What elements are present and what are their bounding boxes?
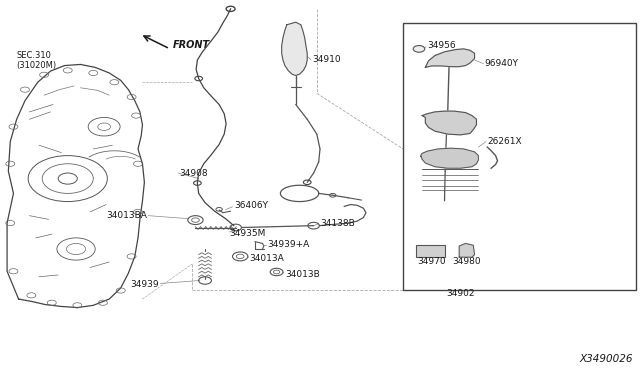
Bar	[416, 245, 445, 257]
Text: 34956: 34956	[428, 41, 456, 51]
Bar	[403, 23, 636, 290]
Text: 34013A: 34013A	[250, 254, 285, 263]
Text: 34138B: 34138B	[320, 219, 355, 228]
Text: 34902: 34902	[446, 289, 475, 298]
Text: 34910: 34910	[312, 55, 341, 64]
Text: X3490026: X3490026	[579, 354, 633, 364]
Polygon shape	[422, 111, 476, 135]
Polygon shape	[421, 148, 478, 168]
Text: FRONT: FRONT	[173, 40, 211, 50]
Circle shape	[413, 45, 425, 52]
Text: 34013B: 34013B	[285, 270, 319, 279]
Text: 34939+A: 34939+A	[268, 240, 310, 249]
Text: 34013BA: 34013BA	[107, 211, 148, 220]
Text: 96940Y: 96940Y	[484, 59, 519, 68]
Text: 34970: 34970	[417, 257, 446, 266]
Text: 34935M: 34935M	[229, 228, 266, 238]
Text: 36406Y: 36406Y	[234, 201, 268, 210]
Text: SEC.310
(31020M): SEC.310 (31020M)	[17, 51, 57, 70]
Text: 34939: 34939	[131, 280, 159, 289]
Polygon shape	[460, 243, 474, 257]
Text: 26261X: 26261X	[487, 137, 522, 146]
Text: 34908: 34908	[179, 169, 208, 177]
Polygon shape	[426, 49, 474, 67]
Text: 34980: 34980	[452, 257, 481, 266]
Polygon shape	[282, 22, 307, 76]
